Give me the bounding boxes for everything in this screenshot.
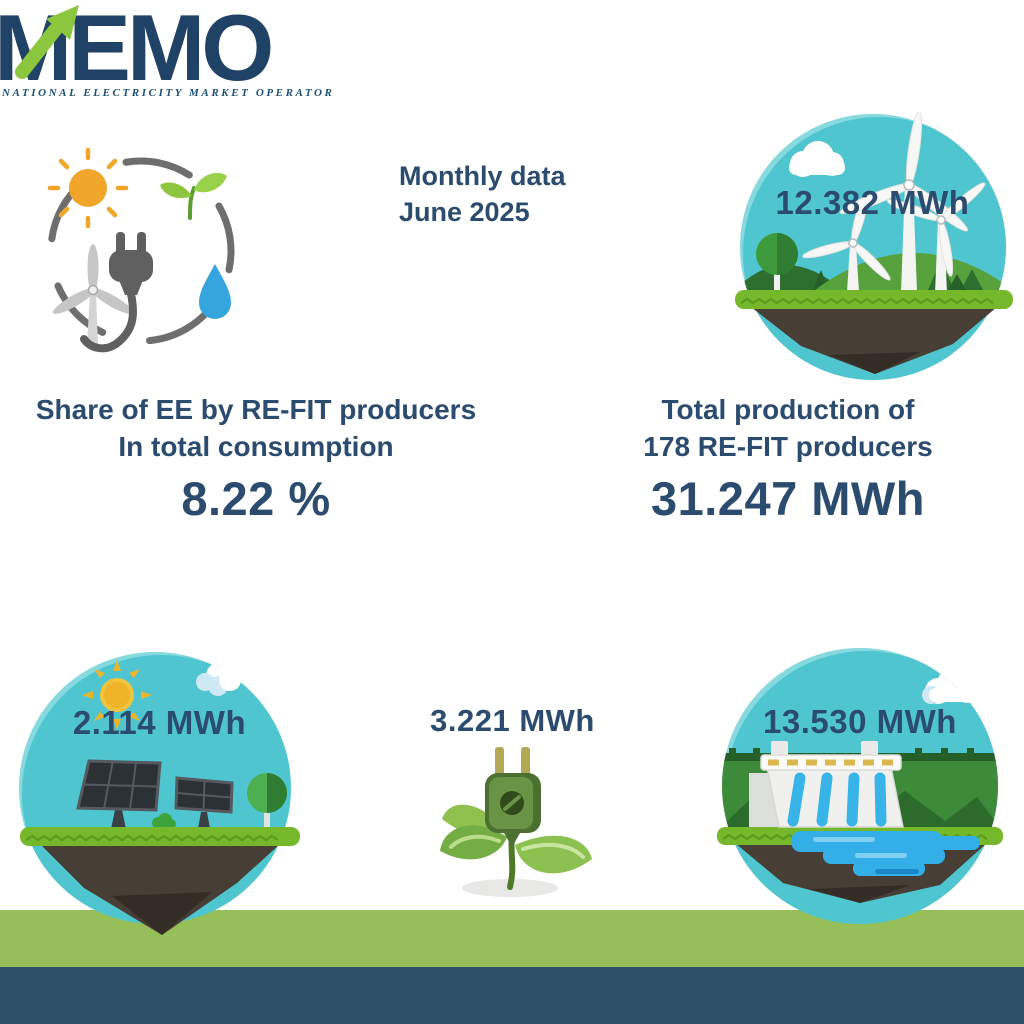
period-label: Monthly data June 2025 (399, 158, 619, 230)
footer-bar-navy (0, 967, 1024, 1024)
other-production-figure: 3.221 MWh (415, 695, 610, 900)
green-plug-icon (485, 747, 541, 847)
total-title-line2: 178 RE-FIT producers (643, 431, 933, 462)
solar-production-figure: 2.114 MWh (12, 648, 307, 943)
share-value: 8.22 % (181, 472, 331, 525)
wind-turbine-icon (52, 244, 134, 344)
floating-island (735, 290, 1013, 374)
sun-icon (47, 147, 129, 229)
total-stat: Total production of 178 RE-FIT producers… (598, 391, 978, 527)
share-title-line1: Share of EE by RE-FIT producers (35, 394, 477, 425)
other-production-label: 3.221 MWh (430, 703, 595, 738)
cloud-icon (789, 141, 845, 177)
hydro-production-figure: 13.530 MWh (705, 645, 1015, 925)
cloud-icon (196, 662, 241, 696)
water-pool (791, 831, 980, 876)
dam-icon (749, 741, 904, 828)
sun-icon (82, 660, 152, 730)
wind-production-figure: 12.382 MWh (725, 112, 1020, 384)
solar-panel-icon (174, 776, 234, 829)
bush-icon (152, 813, 176, 829)
logo-tagline: NATIONAL ELECTRICITY MARKET OPERATOR (2, 87, 335, 99)
eco-cycle-icon (28, 136, 258, 366)
wind-turbines-icon (802, 112, 986, 294)
share-stat: Share of EE by RE-FIT producers In total… (0, 391, 512, 527)
sprout-icon (160, 172, 227, 220)
hydro-production-label: 13.530 MWh (763, 703, 957, 740)
floating-island (20, 827, 300, 935)
period-line1: Monthly data (399, 161, 566, 191)
memo-logo: MEMO (0, 0, 310, 100)
share-title-line2: In total consumption (118, 431, 394, 462)
total-value: 31.247 MWh (650, 472, 926, 525)
leaf-icon (515, 835, 592, 874)
solar-panel-icon (76, 759, 162, 829)
solar-production-label: 2.114 MWh (72, 704, 247, 741)
water-drop-icon (199, 264, 231, 319)
tree-icon (756, 233, 798, 292)
total-title-line1: Total production of (661, 394, 915, 425)
power-plug-icon (80, 232, 153, 353)
tree-icon (247, 773, 287, 828)
growth-arrow-icon (15, 5, 79, 79)
wind-production-label: 12.382 MWh (775, 184, 970, 221)
period-line2: June 2025 (399, 197, 530, 227)
dashed-cycle-ring (47, 157, 235, 345)
